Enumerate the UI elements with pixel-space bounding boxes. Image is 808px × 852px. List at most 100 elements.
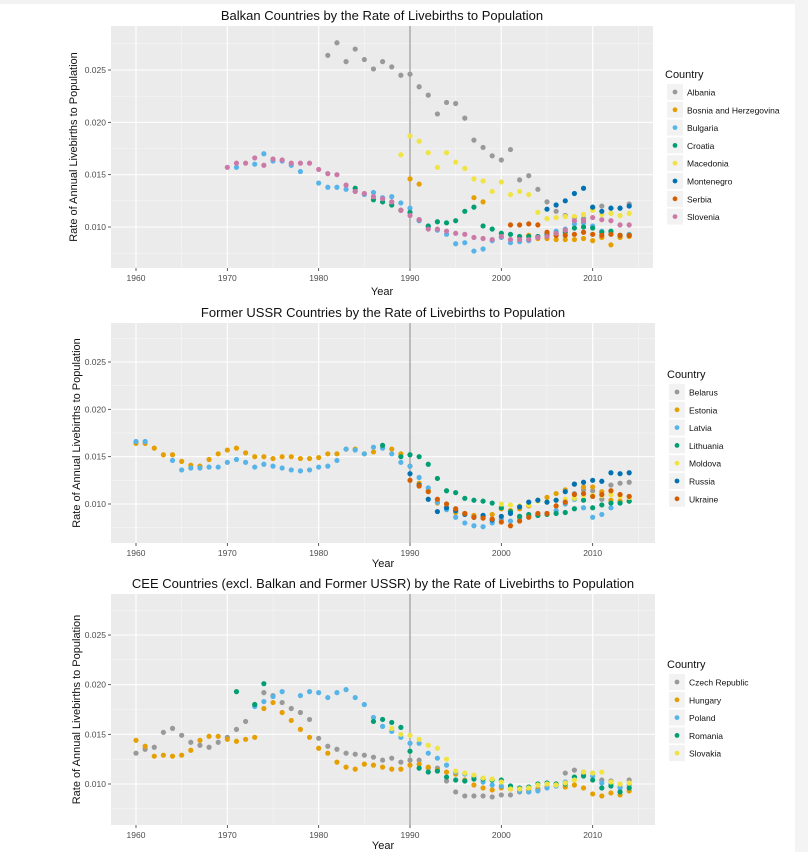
data-point <box>498 179 504 185</box>
data-point <box>297 709 303 716</box>
data-point <box>297 455 303 462</box>
data-point <box>498 505 504 511</box>
data-point <box>361 701 367 708</box>
legend-swatch <box>674 679 680 685</box>
x-tick-label: 1960 <box>127 548 146 558</box>
data-point <box>617 500 623 506</box>
x-axis-label: Year <box>372 558 395 568</box>
data-point <box>416 483 422 489</box>
legend-swatch <box>674 460 680 466</box>
data-point <box>325 743 331 749</box>
series-slovenia <box>224 155 632 243</box>
data-point <box>261 681 267 687</box>
data-point <box>626 203 632 209</box>
data-point <box>343 750 349 756</box>
x-tick-label: 2000 <box>492 273 511 283</box>
data-point <box>498 157 504 163</box>
data-point <box>507 222 514 228</box>
data-point <box>617 480 623 486</box>
legend-swatch <box>674 733 680 738</box>
data-point <box>407 740 413 746</box>
data-point <box>498 519 504 525</box>
data-point <box>425 496 431 502</box>
x-tick-label: 1960 <box>127 830 146 840</box>
data-point <box>434 226 440 232</box>
x-tick-label: 1960 <box>127 273 146 283</box>
data-point <box>288 467 294 473</box>
data-point <box>416 84 422 90</box>
legend-item: Romania <box>669 727 723 744</box>
data-point <box>599 478 605 484</box>
data-point <box>316 690 322 696</box>
data-point <box>443 150 450 156</box>
legend-label: Macedonia <box>687 159 729 169</box>
data-point <box>535 497 541 503</box>
series-slovakia <box>389 725 632 792</box>
data-point <box>526 514 532 520</box>
data-point <box>562 489 568 495</box>
data-point <box>626 232 632 238</box>
legend-swatch <box>674 478 680 484</box>
data-point <box>535 782 541 788</box>
data-point <box>480 515 486 521</box>
data-point <box>169 725 176 731</box>
data-point <box>526 236 532 243</box>
data-point <box>169 753 176 759</box>
data-point <box>243 450 249 456</box>
data-point <box>507 231 514 237</box>
y-tick-label: 0.015 <box>85 452 107 462</box>
data-point <box>617 232 623 238</box>
data-point <box>352 46 358 52</box>
data-point <box>343 446 349 452</box>
data-point <box>580 211 587 218</box>
data-point <box>590 477 596 483</box>
legend-title: Country <box>665 69 704 81</box>
x-tick-label: 2010 <box>583 273 602 283</box>
data-point <box>261 454 267 460</box>
data-point <box>553 503 559 509</box>
data-point <box>599 496 605 502</box>
data-point <box>489 787 495 793</box>
y-tick-label: 0.025 <box>85 357 107 367</box>
data-point <box>571 782 578 788</box>
data-point <box>160 452 166 458</box>
data-point <box>553 214 559 221</box>
data-point <box>453 789 459 795</box>
data-point <box>215 733 221 739</box>
data-point <box>453 241 459 247</box>
data-point <box>517 188 523 195</box>
data-point <box>580 218 587 224</box>
legend-swatch <box>674 715 680 720</box>
data-point <box>580 185 587 191</box>
data-point <box>279 709 285 716</box>
data-point <box>380 764 386 770</box>
data-point <box>571 231 578 237</box>
legend-item: Czech Republic <box>669 674 749 690</box>
data-point <box>425 769 431 775</box>
data-point <box>261 705 267 712</box>
data-point <box>361 761 367 767</box>
data-point <box>380 196 386 202</box>
data-point <box>471 195 477 201</box>
data-point <box>590 214 596 221</box>
data-point <box>407 212 413 219</box>
data-point <box>343 764 349 770</box>
data-point <box>434 496 440 502</box>
legend-item: Belarus <box>669 384 718 400</box>
legend-label: Croatia <box>687 141 715 151</box>
data-point <box>316 735 322 741</box>
data-point <box>453 218 459 224</box>
data-point <box>133 750 139 756</box>
data-point <box>471 176 477 182</box>
data-point <box>416 138 422 144</box>
data-point <box>407 205 413 211</box>
data-point <box>443 220 450 226</box>
data-point <box>443 228 450 234</box>
data-point <box>608 505 614 511</box>
data-point <box>626 493 632 500</box>
data-point <box>617 205 623 211</box>
data-point <box>498 783 504 789</box>
data-point <box>517 236 523 243</box>
legend-swatch <box>672 125 678 130</box>
legend-item: Macedonia <box>667 155 729 172</box>
